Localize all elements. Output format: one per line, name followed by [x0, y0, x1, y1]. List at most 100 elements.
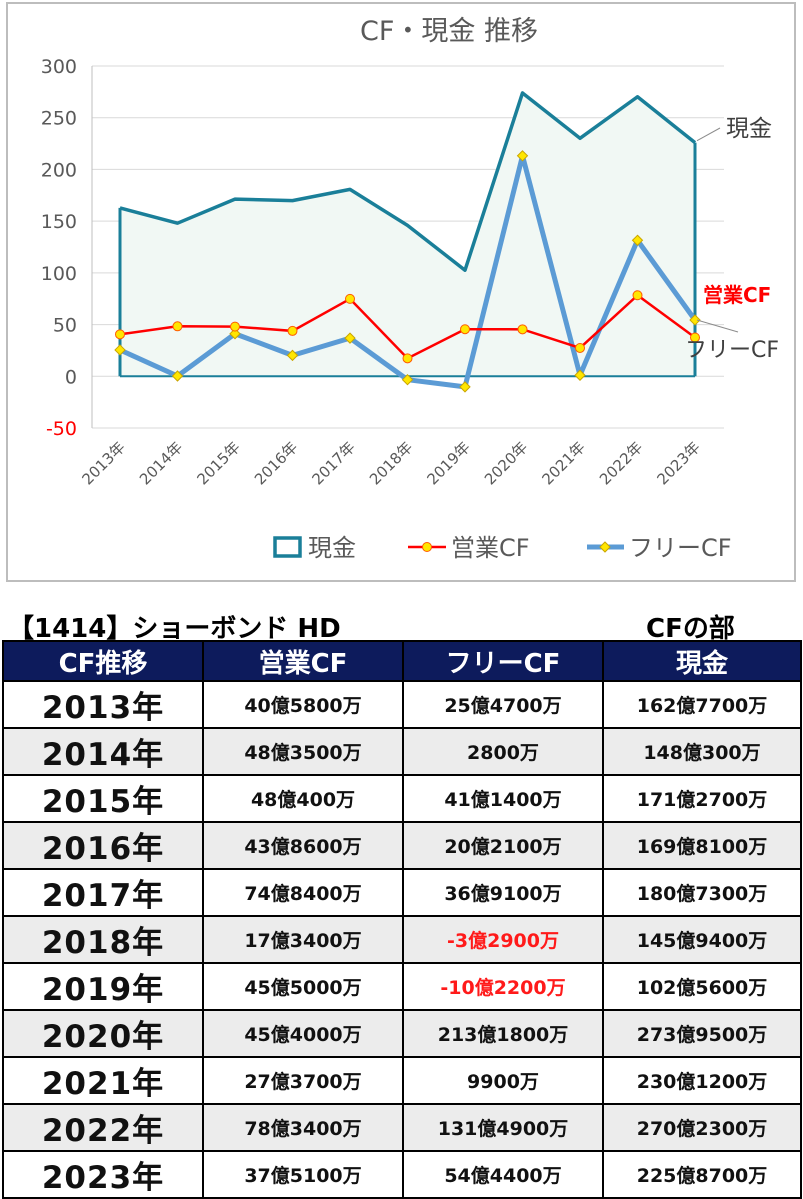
- operating-cf-cell: 48億3500万: [202, 727, 404, 776]
- x-tick-label: 2022年: [596, 438, 646, 488]
- operating-cf-point: [230, 321, 240, 332]
- cash-cell: 180億7300万: [602, 868, 802, 917]
- free-cf-point: [229, 328, 241, 340]
- table-header-row: CF推移 営業CF フリーCF 現金: [2, 640, 802, 682]
- free-cf-point: [286, 349, 299, 362]
- header-operating-cf: 営業CF: [202, 640, 404, 682]
- header-year: CF推移: [2, 640, 204, 682]
- x-tick-label: 2018年: [366, 438, 416, 488]
- free-cf-end-label: フリーCF: [685, 338, 779, 363]
- cash-cell: 270億2300万: [602, 1103, 802, 1152]
- cf-table: CF推移 営業CF フリーCF 現金 2013年 40億5800万 25億4700万…: [2, 640, 802, 1199]
- operating-cf-cell: 40億5800万: [202, 680, 404, 729]
- year-cell: 2022年: [2, 1103, 204, 1152]
- legend-free-cf-marker: [599, 541, 611, 553]
- free-cf-cell: 41億1400万: [402, 774, 604, 823]
- free-cf-point: [401, 373, 414, 386]
- table-row: 2016年 43億8600万 20億2100万 169億8100万: [2, 821, 802, 870]
- operating-cf-cell: 74億8400万: [202, 868, 404, 917]
- free-cf-point: [689, 314, 701, 326]
- y-tick-label: 250: [41, 108, 77, 130]
- cash-end-label: 現金: [726, 116, 772, 142]
- operating-cf-point: [345, 293, 355, 304]
- operating-cf-cell: 17億3400万: [202, 915, 404, 964]
- legend-cash-swatch: [273, 536, 302, 558]
- operating-cf-end-label: 営業CF: [703, 283, 771, 307]
- y-tick-label: 50: [53, 315, 77, 337]
- x-tick-label: 2023年: [653, 438, 703, 488]
- free-cf-cell: 131億4900万: [402, 1103, 604, 1152]
- cash-cell: 230億1200万: [602, 1056, 802, 1105]
- operating-cf-point: [632, 290, 643, 301]
- legend-cash-label: 現金: [308, 534, 356, 562]
- cash-cell: 145億9400万: [602, 915, 802, 964]
- y-tick-label: 150: [41, 211, 77, 233]
- free-cf-cell: 9900万: [402, 1056, 604, 1105]
- year-cell: 2018年: [2, 915, 204, 964]
- table-row: 2019年 45億5000万 -10億2200万 102億5600万: [2, 962, 802, 1011]
- year-cell: 2021年: [2, 1056, 204, 1105]
- free-cf-point: [114, 344, 126, 356]
- y-tick-label: -50: [46, 418, 77, 440]
- year-cell: 2023年: [2, 1150, 204, 1199]
- table-row: 2018年 17億3400万 -3億2900万 145億9400万: [2, 915, 802, 964]
- x-tick-label: 2016年: [251, 438, 301, 488]
- operating-cf-cell: 37億5100万: [202, 1150, 404, 1199]
- year-cell: 2016年: [2, 821, 204, 870]
- cash-cell: 102億5600万: [602, 962, 802, 1011]
- table-row: 2022年 78億3400万 131億4900万 270億2300万: [2, 1103, 802, 1152]
- free-cf-point: [459, 381, 471, 393]
- x-tick-label: 2020年: [481, 438, 531, 488]
- free-cf-cell: 54億4400万: [402, 1150, 604, 1199]
- operating-cf-point: [460, 324, 470, 335]
- operating-cf-point: [517, 324, 528, 335]
- header-free-cf: フリーCF: [402, 640, 604, 682]
- x-tick-label: 2015年: [193, 438, 243, 488]
- table-row: 2017年 74億8400万 36億9100万 180億7300万: [2, 868, 802, 917]
- legend-operating-cf-label: 営業CF: [451, 534, 530, 562]
- cash-area-fill: [120, 92, 695, 377]
- operating-cf-point: [575, 342, 585, 353]
- x-tick-label: 2014年: [136, 438, 186, 488]
- y-tick-label: 300: [41, 56, 77, 78]
- operating-cf-cell: 45億4000万: [202, 1009, 404, 1058]
- company-title: 【1414】ショーボンド HD: [8, 614, 341, 644]
- table-row: 2023年 37億5100万 54億4400万 225億8700万: [2, 1150, 802, 1199]
- cash-label-leader: [696, 127, 721, 142]
- cash-cell: 169億8100万: [602, 821, 802, 870]
- chart-title: CF・現金 推移: [360, 16, 538, 47]
- year-cell: 2014年: [2, 727, 204, 776]
- cash-cell: 225億8700万: [602, 1150, 802, 1199]
- free-cf-point: [171, 370, 184, 382]
- table-row: 2015年 48億400万 41億1400万 171億2700万: [2, 774, 802, 823]
- free-cf-cell: 25億4700万: [402, 680, 604, 729]
- operating-cf-point: [402, 353, 413, 364]
- free-cf-point: [516, 150, 529, 162]
- cash-cell: 273億9500万: [602, 1009, 802, 1058]
- operating-cf-cell: 78億3400万: [202, 1103, 404, 1152]
- header-cash: 現金: [602, 640, 802, 682]
- year-cell: 2020年: [2, 1009, 204, 1058]
- x-tick-label: 2013年: [78, 438, 128, 488]
- cash-series-line: [119, 91, 697, 272]
- free-cf-cell: 2800万: [402, 727, 604, 776]
- free-cf-point: [631, 234, 644, 246]
- free-cf-cell: -3億2900万: [402, 915, 604, 964]
- section-title: CFの部: [646, 614, 735, 644]
- table-row: 2014年 48億3500万 2800万 148億300万: [2, 727, 802, 776]
- year-cell: 2019年: [2, 962, 204, 1011]
- year-cell: 2013年: [2, 680, 204, 729]
- free-cf-point: [574, 369, 586, 381]
- operating-cf-cell: 45億5000万: [202, 962, 404, 1011]
- cash-cell: 148億300万: [602, 727, 802, 776]
- table-row: 2021年 27億3700万 9900万 230億1200万: [2, 1056, 802, 1105]
- free-cf-cell: 20億2100万: [402, 821, 604, 870]
- cash-cell: 162億7700万: [602, 680, 802, 729]
- year-cell: 2017年: [2, 868, 204, 917]
- free-cf-point: [344, 332, 356, 344]
- x-tick-label: 2017年: [308, 438, 358, 488]
- year-cell: 2015年: [2, 774, 204, 823]
- x-tick-label: 2021年: [538, 438, 588, 488]
- y-tick-label: 0: [65, 366, 77, 388]
